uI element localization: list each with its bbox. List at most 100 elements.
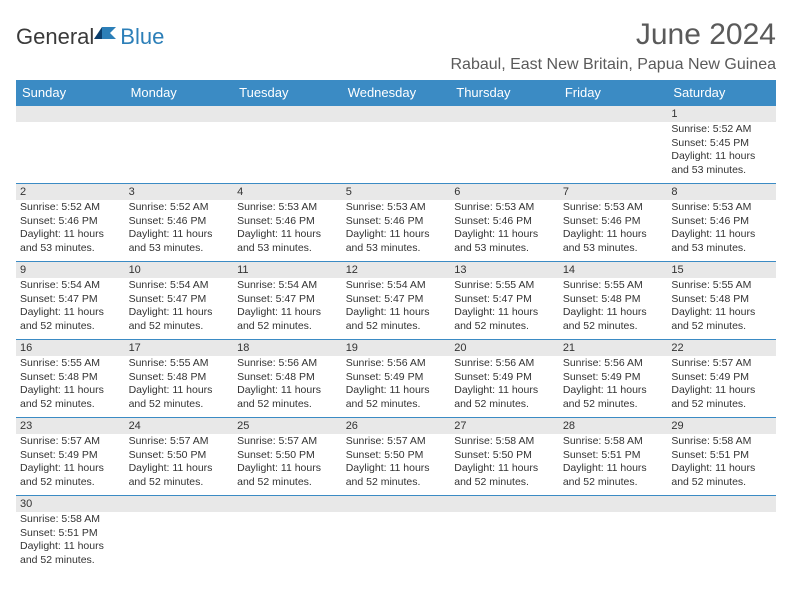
day-number: 17 [125,340,234,356]
weekday-header: Sunday [16,80,125,106]
empty-cell [559,122,668,125]
empty-cell [559,512,668,515]
day-number: 24 [125,418,234,434]
calendar-cell: 26Sunrise: 5:57 AMSunset: 5:50 PMDayligh… [342,418,451,496]
day-number: 7 [559,184,668,200]
day-details: Sunrise: 5:57 AMSunset: 5:50 PMDaylight:… [125,434,234,492]
day-details: Sunrise: 5:55 AMSunset: 5:48 PMDaylight:… [16,356,125,414]
calendar-cell [450,106,559,184]
day-details: Sunrise: 5:55 AMSunset: 5:48 PMDaylight:… [125,356,234,414]
location-subtitle: Rabaul, East New Britain, Papua New Guin… [450,56,776,74]
calendar-row: 16Sunrise: 5:55 AMSunset: 5:48 PMDayligh… [16,340,776,418]
calendar-cell [125,106,234,184]
day-details: Sunrise: 5:52 AMSunset: 5:46 PMDaylight:… [16,200,125,258]
calendar-cell: 19Sunrise: 5:56 AMSunset: 5:49 PMDayligh… [342,340,451,418]
calendar-cell: 16Sunrise: 5:55 AMSunset: 5:48 PMDayligh… [16,340,125,418]
logo-text-blue: Blue [120,24,164,50]
calendar-cell: 22Sunrise: 5:57 AMSunset: 5:49 PMDayligh… [667,340,776,418]
logo: General Blue [16,24,164,50]
day-number: 19 [342,340,451,356]
calendar-cell: 5Sunrise: 5:53 AMSunset: 5:46 PMDaylight… [342,184,451,262]
weekday-header: Saturday [667,80,776,106]
day-details: Sunrise: 5:57 AMSunset: 5:49 PMDaylight:… [16,434,125,492]
calendar-cell: 8Sunrise: 5:53 AMSunset: 5:46 PMDaylight… [667,184,776,262]
calendar-cell [342,496,451,574]
day-number: 4 [233,184,342,200]
day-number: 3 [125,184,234,200]
empty-cell [233,122,342,125]
calendar-cell: 9Sunrise: 5:54 AMSunset: 5:47 PMDaylight… [16,262,125,340]
day-details: Sunrise: 5:54 AMSunset: 5:47 PMDaylight:… [342,278,451,336]
empty-daynum [667,496,776,512]
weekday-header: Friday [559,80,668,106]
empty-daynum [233,496,342,512]
empty-cell [125,512,234,515]
day-number: 25 [233,418,342,434]
day-number: 20 [450,340,559,356]
day-number: 6 [450,184,559,200]
day-details: Sunrise: 5:53 AMSunset: 5:46 PMDaylight:… [233,200,342,258]
calendar-cell: 27Sunrise: 5:58 AMSunset: 5:50 PMDayligh… [450,418,559,496]
weekday-header: Monday [125,80,234,106]
calendar-cell [233,106,342,184]
logo-text-general: General [16,24,94,50]
day-number: 18 [233,340,342,356]
calendar-table: SundayMondayTuesdayWednesdayThursdayFrid… [16,80,776,574]
calendar-cell: 13Sunrise: 5:55 AMSunset: 5:47 PMDayligh… [450,262,559,340]
calendar-cell [559,106,668,184]
day-details: Sunrise: 5:55 AMSunset: 5:48 PMDaylight:… [667,278,776,336]
day-number: 26 [342,418,451,434]
calendar-row: 9Sunrise: 5:54 AMSunset: 5:47 PMDaylight… [16,262,776,340]
day-number: 10 [125,262,234,278]
calendar-cell: 15Sunrise: 5:55 AMSunset: 5:48 PMDayligh… [667,262,776,340]
calendar-row: 1Sunrise: 5:52 AMSunset: 5:45 PMDaylight… [16,106,776,184]
day-details: Sunrise: 5:58 AMSunset: 5:50 PMDaylight:… [450,434,559,492]
day-number: 30 [16,496,125,512]
weekday-header: Tuesday [233,80,342,106]
calendar-cell: 28Sunrise: 5:58 AMSunset: 5:51 PMDayligh… [559,418,668,496]
calendar-cell: 12Sunrise: 5:54 AMSunset: 5:47 PMDayligh… [342,262,451,340]
empty-cell [125,122,234,125]
day-number: 11 [233,262,342,278]
calendar-cell: 4Sunrise: 5:53 AMSunset: 5:46 PMDaylight… [233,184,342,262]
day-details: Sunrise: 5:54 AMSunset: 5:47 PMDaylight:… [125,278,234,336]
day-details: Sunrise: 5:56 AMSunset: 5:49 PMDaylight:… [450,356,559,414]
day-details: Sunrise: 5:58 AMSunset: 5:51 PMDaylight:… [559,434,668,492]
day-number: 14 [559,262,668,278]
day-details: Sunrise: 5:56 AMSunset: 5:49 PMDaylight:… [559,356,668,414]
calendar-cell: 2Sunrise: 5:52 AMSunset: 5:46 PMDaylight… [16,184,125,262]
calendar-cell: 30Sunrise: 5:58 AMSunset: 5:51 PMDayligh… [16,496,125,574]
day-number: 5 [342,184,451,200]
empty-daynum [125,496,234,512]
month-title: June 2024 [450,18,776,52]
calendar-cell [125,496,234,574]
calendar-cell: 3Sunrise: 5:52 AMSunset: 5:46 PMDaylight… [125,184,234,262]
empty-daynum [16,106,125,122]
empty-daynum [233,106,342,122]
header: General Blue June 2024 Rabaul, East New … [16,18,776,74]
calendar-cell [342,106,451,184]
day-details: Sunrise: 5:57 AMSunset: 5:49 PMDaylight:… [667,356,776,414]
day-details: Sunrise: 5:58 AMSunset: 5:51 PMDaylight:… [16,512,125,570]
day-details: Sunrise: 5:56 AMSunset: 5:49 PMDaylight:… [342,356,451,414]
calendar-cell [233,496,342,574]
day-number: 12 [342,262,451,278]
day-number: 28 [559,418,668,434]
day-number: 9 [16,262,125,278]
calendar-row: 2Sunrise: 5:52 AMSunset: 5:46 PMDaylight… [16,184,776,262]
day-number: 27 [450,418,559,434]
day-details: Sunrise: 5:54 AMSunset: 5:47 PMDaylight:… [16,278,125,336]
day-number: 1 [667,106,776,122]
day-details: Sunrise: 5:54 AMSunset: 5:47 PMDaylight:… [233,278,342,336]
empty-cell [233,512,342,515]
day-number: 13 [450,262,559,278]
empty-daynum [559,496,668,512]
day-number: 21 [559,340,668,356]
calendar-cell: 14Sunrise: 5:55 AMSunset: 5:48 PMDayligh… [559,262,668,340]
logo-flag-icon [94,23,118,43]
day-number: 22 [667,340,776,356]
empty-cell [667,512,776,515]
day-number: 2 [16,184,125,200]
weekday-header-row: SundayMondayTuesdayWednesdayThursdayFrid… [16,80,776,106]
title-block: June 2024 Rabaul, East New Britain, Papu… [450,18,776,74]
